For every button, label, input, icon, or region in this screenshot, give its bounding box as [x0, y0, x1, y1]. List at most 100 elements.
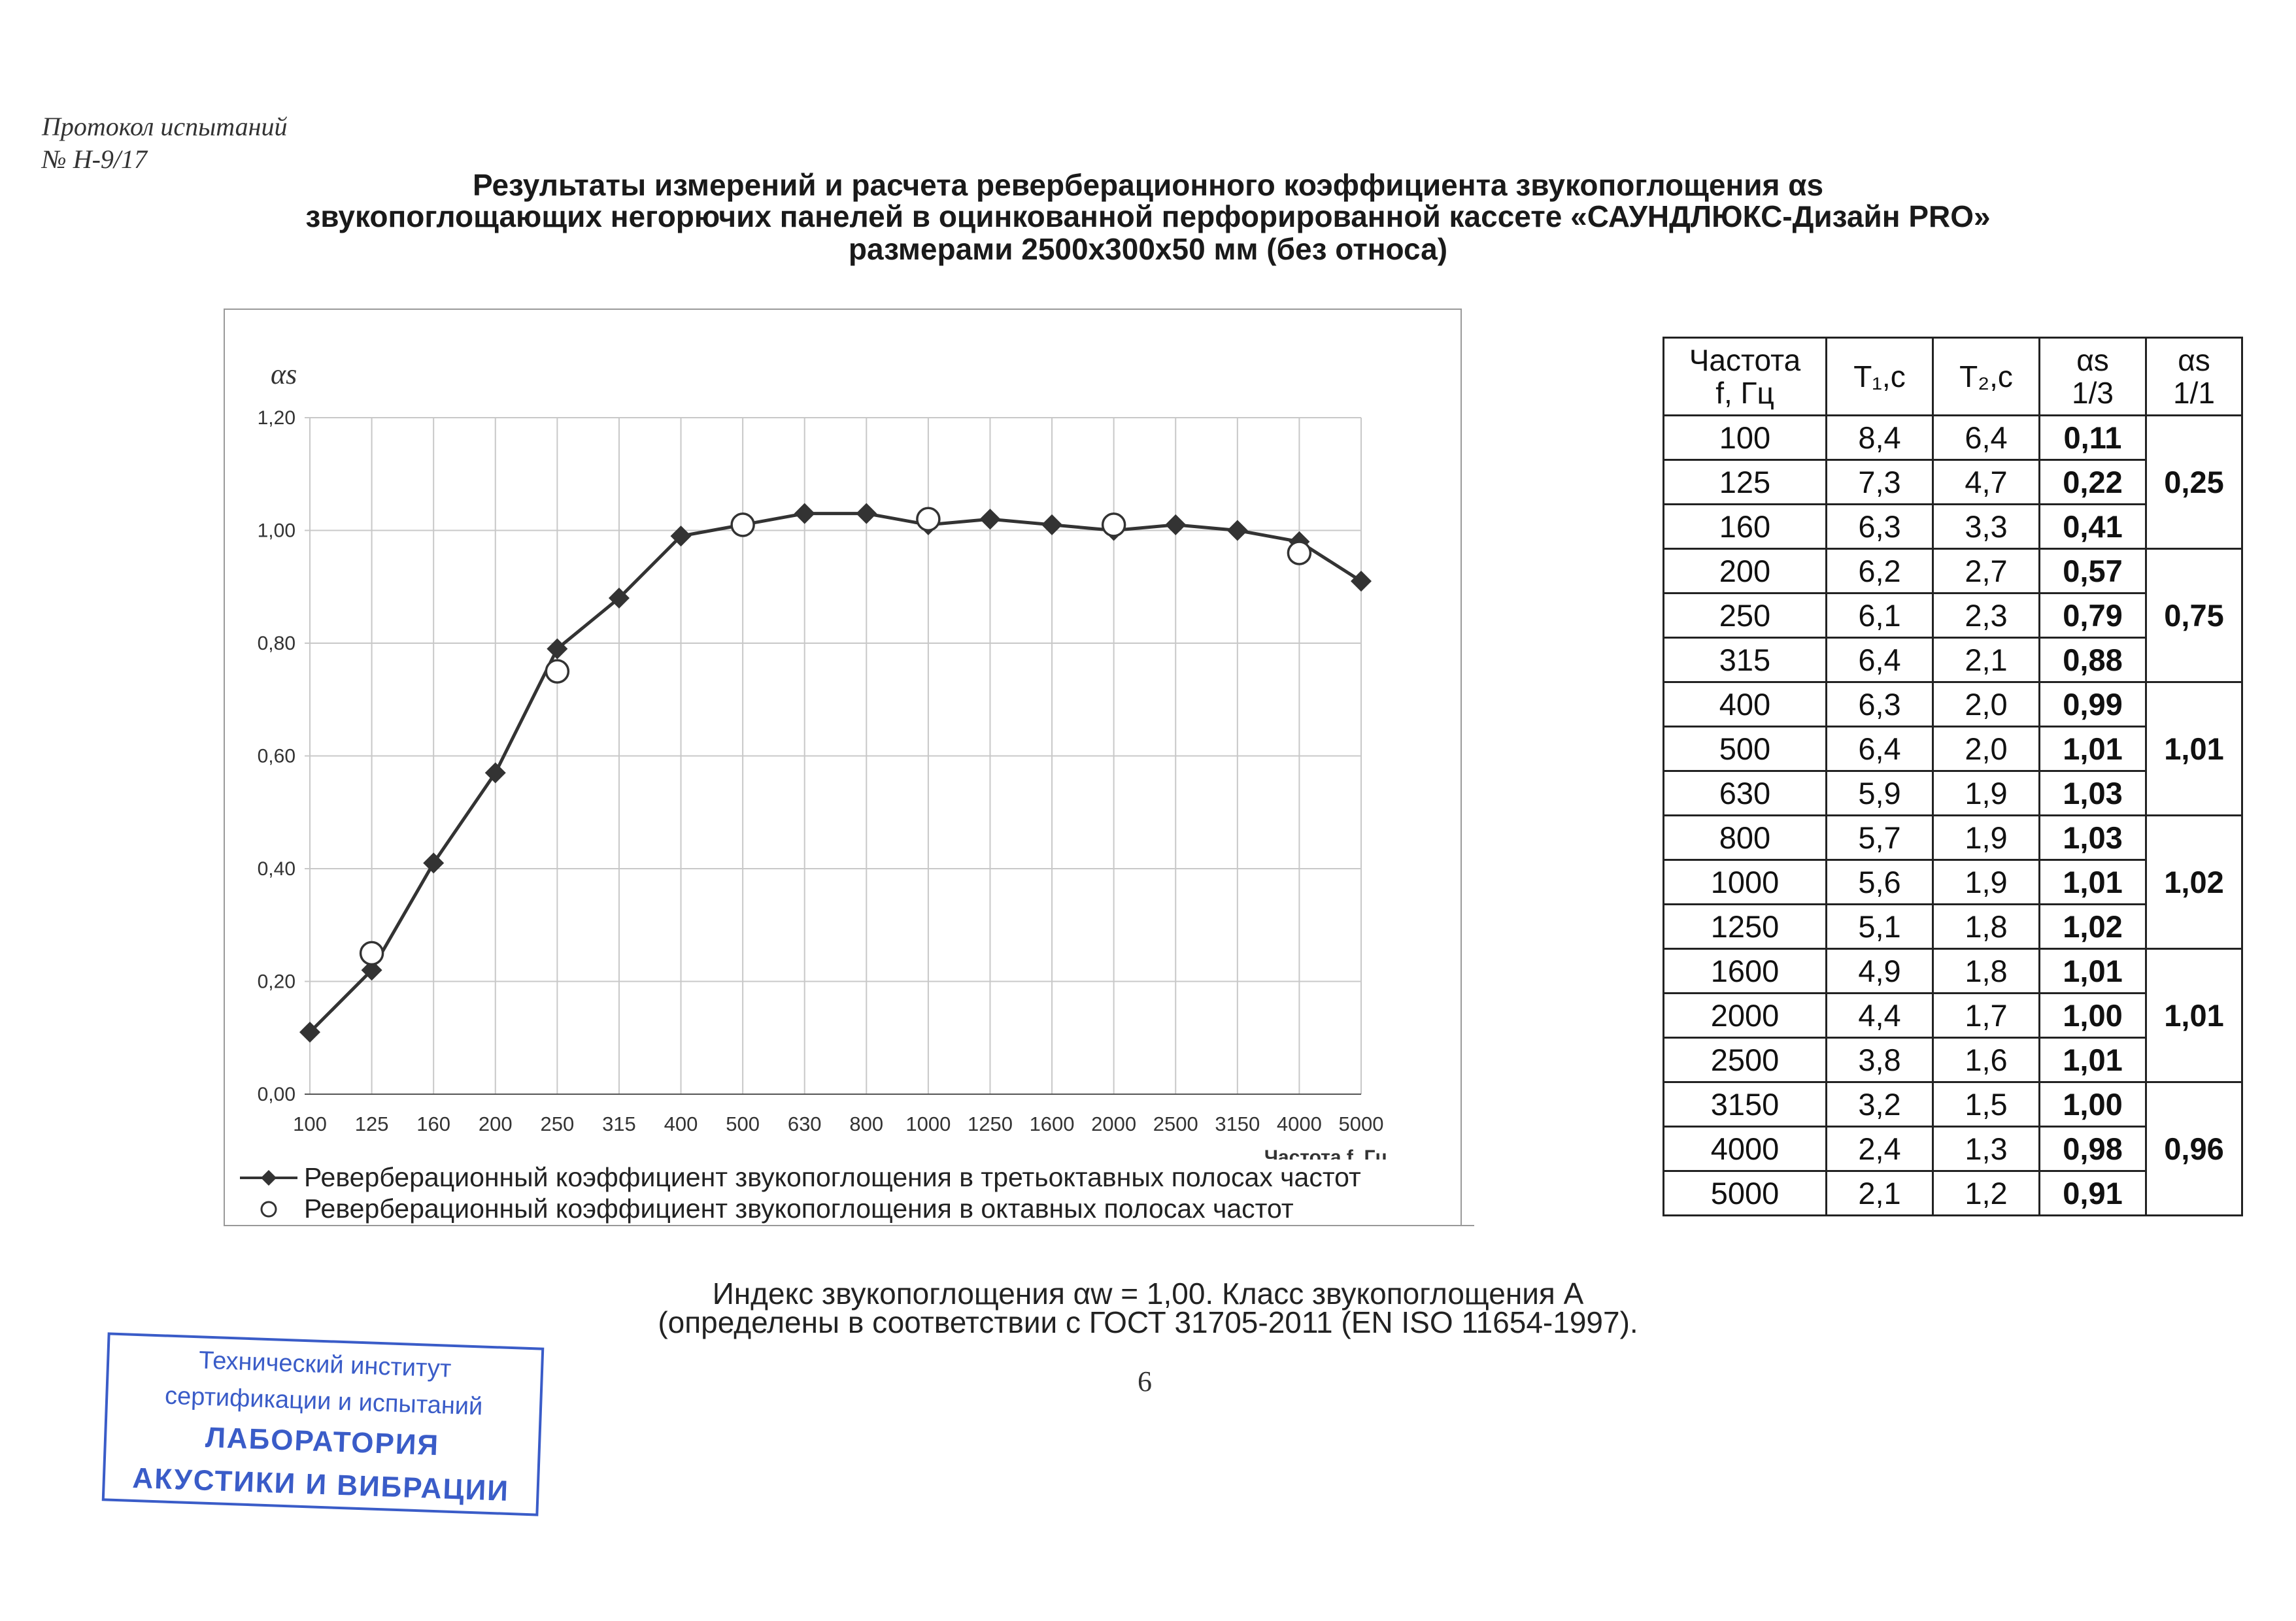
x-tick-label: 1600 — [1030, 1112, 1075, 1135]
cell-alpha-third: 0,22 — [2038, 459, 2147, 505]
cell-alpha-third: 0,11 — [2038, 414, 2147, 461]
cell-t2: 1,9 — [1932, 814, 2040, 861]
table-row: 1250 5,1 1,8 1,02 — [1663, 903, 2242, 950]
cell-t1: 5,6 — [1825, 859, 1934, 905]
data-point-third-octave — [979, 509, 1001, 530]
cell-frequency: 1250 — [1663, 903, 1827, 950]
stamp-line-3: ЛАБОРАТОРИЯ — [205, 1421, 440, 1462]
x-tick-label: 125 — [355, 1112, 389, 1135]
cell-t2: 2,0 — [1932, 726, 2040, 772]
cell-frequency: 4000 — [1663, 1126, 1827, 1172]
cell-t2: 2,7 — [1932, 548, 2040, 594]
cell-alpha-octave: 0,75 — [2145, 548, 2243, 683]
data-point-octave — [359, 941, 384, 966]
x-tick-label: 160 — [416, 1112, 450, 1135]
x-tick-label: 2000 — [1091, 1112, 1136, 1135]
open-circle-marker-icon — [260, 1201, 277, 1218]
y-tick-label: 0,60 — [258, 746, 295, 767]
data-point-third-octave — [484, 762, 506, 784]
y-tick-label: 0,80 — [258, 633, 295, 654]
chart-legend: Реверберационный коэффициент звукопоглощ… — [232, 1162, 1474, 1226]
cell-t1: 5,1 — [1825, 903, 1934, 950]
x-axis-label: Частота f, Гц — [1264, 1146, 1388, 1160]
col-alpha-third: αs 1/3 — [2038, 337, 2147, 416]
x-tick-label: 800 — [849, 1112, 883, 1135]
cell-t2: 1,6 — [1932, 1037, 2040, 1083]
data-point-third-octave — [299, 1022, 320, 1043]
cell-frequency: 100 — [1663, 414, 1827, 461]
cell-frequency: 315 — [1663, 637, 1827, 683]
cell-alpha-third: 0,57 — [2038, 548, 2147, 594]
table-row: 315 6,4 2,1 0,88 — [1663, 637, 2242, 683]
cell-alpha-third: 1,03 — [2038, 770, 2147, 816]
cell-alpha-third: 0,91 — [2038, 1170, 2147, 1216]
data-point-third-octave — [1351, 571, 1372, 592]
cell-t1: 5,9 — [1825, 770, 1934, 816]
data-point-third-octave — [547, 638, 568, 660]
cell-t2: 1,2 — [1932, 1170, 2040, 1216]
cell-alpha-third: 1,01 — [2038, 726, 2147, 772]
x-tick-label: 250 — [540, 1112, 574, 1135]
cell-t2: 1,9 — [1932, 859, 2040, 905]
cell-t1: 6,4 — [1825, 637, 1934, 683]
data-point-third-octave — [670, 526, 692, 547]
table-row: 100 8,4 6,4 0,11 0,25 — [1663, 414, 2243, 550]
table-row: 200 6,2 2,7 0,57 0,75 — [1663, 548, 2243, 683]
table-row: 630 5,9 1,9 1,03 — [1663, 770, 2242, 816]
cell-t1: 3,8 — [1825, 1037, 1934, 1083]
cell-t2: 2,0 — [1932, 681, 2040, 727]
x-tick-label: 2500 — [1153, 1112, 1198, 1135]
cell-frequency: 250 — [1663, 592, 1827, 639]
data-point-third-octave — [423, 852, 445, 874]
cell-frequency: 125 — [1663, 459, 1827, 505]
table-row: 1000 5,6 1,9 1,01 — [1663, 859, 2242, 905]
table-header-row: Частота f, Гц T₁,c T₂,c αs 1/3 αs 1/1 — [1663, 337, 2243, 416]
table-row: 5000 2,1 1,2 0,91 — [1663, 1170, 2242, 1216]
table-row: 1600 4,9 1,8 1,01 1,01 — [1663, 948, 2243, 1083]
data-point-third-octave — [361, 960, 382, 981]
stamp-line-1: Технический институт — [198, 1346, 452, 1383]
col-frequency: Частота f, Гц — [1663, 337, 1827, 416]
cell-frequency: 500 — [1663, 726, 1827, 772]
x-tick-label: 630 — [788, 1112, 822, 1135]
x-tick-label: 400 — [664, 1112, 698, 1135]
legend-item-octave: Реверберационный коэффициент звукопоглощ… — [232, 1194, 1474, 1225]
cell-t1: 4,9 — [1825, 948, 1934, 994]
table-row: 400 6,3 2,0 0,99 1,01 — [1663, 681, 2243, 816]
table-row: 2000 4,4 1,7 1,00 — [1663, 992, 2242, 1039]
data-point-third-octave — [608, 588, 630, 609]
cell-alpha-octave: 0,96 — [2145, 1081, 2243, 1216]
data-point-octave — [1101, 512, 1126, 537]
x-tick-label: 100 — [293, 1112, 327, 1135]
stamp-line-4: АКУСТИКИ И ВИБРАЦИИ — [131, 1462, 510, 1507]
cell-t2: 2,3 — [1932, 592, 2040, 639]
cell-t2: 1,5 — [1932, 1081, 2040, 1128]
cell-alpha-third: 1,01 — [2038, 859, 2147, 905]
x-tick-label: 5000 — [1339, 1112, 1384, 1135]
x-tick-label: 4000 — [1277, 1112, 1322, 1135]
cell-t2: 4,7 — [1932, 459, 2040, 505]
cell-t1: 5,7 — [1825, 814, 1934, 861]
cell-t2: 1,7 — [1932, 992, 2040, 1039]
data-point-third-octave — [1041, 514, 1063, 535]
cell-t1: 6,4 — [1825, 726, 1934, 772]
cell-frequency: 2500 — [1663, 1037, 1827, 1083]
cell-t1: 8,4 — [1825, 414, 1934, 461]
legend-label-third-octave: Реверберационный коэффициент звукопоглощ… — [304, 1162, 1361, 1192]
x-tick-label: 200 — [479, 1112, 513, 1135]
y-tick-label: 1,00 — [258, 520, 295, 542]
laboratory-stamp: Технический институт сертификации и испы… — [101, 1332, 545, 1516]
cell-t1: 2,4 — [1825, 1126, 1934, 1172]
y-tick-label: 1,20 — [258, 407, 295, 429]
cell-alpha-third: 1,02 — [2038, 903, 2147, 950]
cell-alpha-third: 1,00 — [2038, 1081, 2147, 1128]
legend-label-octave: Реверберационный коэффициент звукопоглощ… — [304, 1194, 1294, 1224]
col-alpha-octave: αs 1/1 — [2145, 337, 2243, 416]
data-point-third-octave — [1226, 520, 1248, 541]
table-row: 3150 3,2 1,5 1,00 0,96 — [1663, 1081, 2243, 1216]
cell-alpha-third: 1,01 — [2038, 1037, 2147, 1083]
cell-frequency: 400 — [1663, 681, 1827, 727]
cell-t1: 6,2 — [1825, 548, 1934, 594]
col-t2: T₂,c — [1932, 337, 2040, 416]
cell-alpha-third: 0,99 — [2038, 681, 2147, 727]
